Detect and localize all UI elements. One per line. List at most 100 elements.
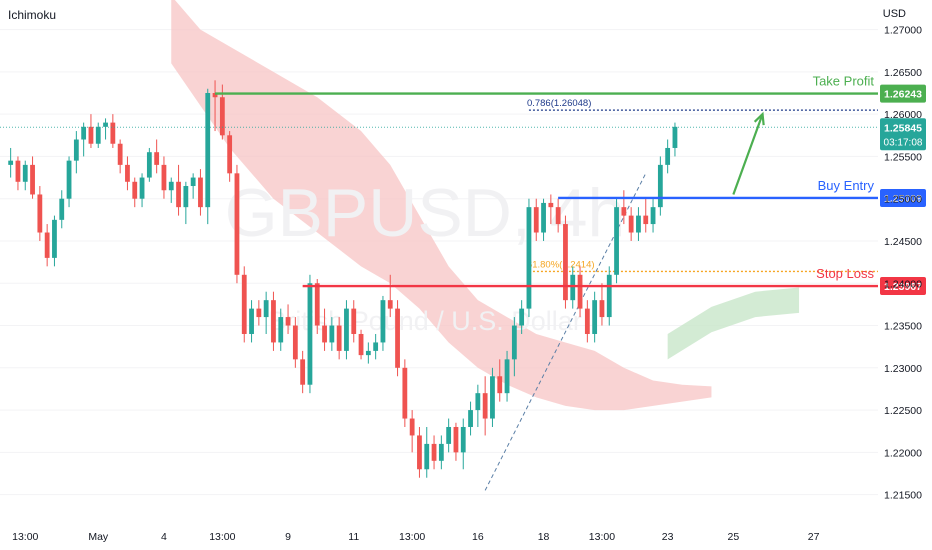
candle-body (475, 393, 481, 411)
y-tick-label: 1.22500 (884, 405, 922, 417)
candle-body (198, 177, 203, 208)
candle-body (482, 393, 488, 419)
candle-body (161, 164, 167, 191)
price-tag-label: 1.23967 (884, 281, 922, 293)
candle-body (212, 93, 218, 98)
candle-body (460, 426, 466, 453)
candle-body (22, 164, 28, 182)
y-tick-label: 1.22000 (884, 447, 922, 459)
price-axis: 1.27000 1.26500 1.26000 1.25500 1.25000 1.245… (884, 25, 922, 502)
current-price-label: 1.25845 (884, 122, 922, 134)
candle-body (365, 350, 371, 356)
candle-body (190, 177, 196, 187)
candle-body (336, 325, 342, 351)
candle-body (563, 224, 568, 301)
candle-body (614, 207, 619, 275)
candle-body (219, 97, 225, 136)
currency-label[interactable]: USD (882, 8, 906, 20)
candle-body (314, 283, 320, 326)
candle-body (592, 300, 598, 334)
candle-body (643, 215, 649, 225)
candle-body (453, 426, 459, 453)
candle-body (380, 300, 386, 343)
target-arrow-head (753, 111, 765, 126)
cloud-bullish (667, 287, 800, 360)
candle-body (110, 122, 116, 144)
candle-body (154, 152, 160, 165)
trend-line (484, 173, 647, 491)
candle-body (103, 122, 108, 127)
candle-body (519, 308, 525, 326)
x-tick-label: 18 (538, 531, 550, 543)
candle-body (146, 152, 152, 178)
x-tick-label: 13:00 (399, 531, 425, 543)
candle-body (417, 435, 422, 470)
cloud-bearish (171, 0, 712, 411)
candle-body (511, 325, 517, 360)
candle-body (344, 308, 349, 351)
ichimoku-cloud (171, 0, 800, 411)
price-tag (880, 188, 926, 207)
candle-body (373, 342, 379, 351)
candle-body (599, 300, 605, 318)
fib-label: 61.80%(1.2414) (527, 259, 595, 270)
x-tick-label: 13:00 (589, 531, 615, 543)
y-tick-label: 1.27000 (884, 25, 922, 37)
y-tick-label: 1.26500 (884, 67, 922, 79)
indicator-label[interactable]: Ichimoku (8, 8, 57, 22)
dashed-trend-line (484, 173, 647, 491)
candle-body (548, 202, 554, 208)
candle-body (125, 164, 130, 182)
price-tag-label: 1.26243 (884, 89, 922, 101)
price-tag (880, 84, 926, 103)
candle-body (95, 126, 101, 144)
candle-body (409, 418, 415, 436)
fib-label: 0.786(1.26048) (527, 98, 591, 109)
candle-body (292, 325, 298, 360)
candle-body (351, 308, 357, 334)
y-tick-label: 1.21500 (884, 490, 922, 502)
watermark-description: British Pound / U.S. Dollar (268, 306, 582, 336)
candle-body (504, 359, 510, 394)
candle-body (8, 160, 14, 165)
candle-body (81, 126, 87, 140)
candle-body (256, 308, 262, 318)
y-tick-label: 1.24000 (884, 278, 922, 290)
level-label: Take Profit (813, 74, 875, 89)
candle-body (665, 147, 671, 165)
current-price-tag (880, 118, 926, 151)
candle-body (621, 207, 627, 216)
candle-body (431, 443, 437, 461)
level-label: Stop Loss (816, 266, 874, 281)
candle-body (205, 93, 211, 208)
price-tag-label: 1.25009 (884, 193, 922, 205)
candle-body (271, 300, 276, 343)
x-tick-label: 27 (808, 531, 820, 543)
candle-body (263, 300, 269, 318)
x-tick-label: 13:00 (12, 531, 38, 543)
candle-body (322, 325, 327, 343)
x-tick-label: 16 (472, 531, 484, 543)
candle-body (424, 443, 430, 470)
candles (8, 80, 678, 478)
candle-body (672, 126, 678, 148)
candle-body (44, 232, 50, 258)
candle-body (497, 376, 503, 394)
candle-body (132, 181, 138, 199)
candle-body (30, 164, 35, 195)
candle-body (657, 164, 663, 208)
candle-body (438, 443, 444, 461)
x-tick-label: 13:00 (209, 531, 235, 543)
candle-body (168, 181, 174, 191)
price-tag (880, 277, 926, 296)
y-tick-label: 1.25500 (884, 151, 922, 163)
candle-body (117, 143, 123, 165)
x-tick-label: 9 (285, 531, 291, 543)
y-tick-label: 1.24500 (884, 236, 922, 248)
candle-body (59, 198, 65, 220)
y-tick-label: 1.23000 (884, 363, 922, 375)
candle-body (584, 308, 590, 334)
candle-body (650, 207, 656, 225)
candle-body (176, 181, 181, 208)
